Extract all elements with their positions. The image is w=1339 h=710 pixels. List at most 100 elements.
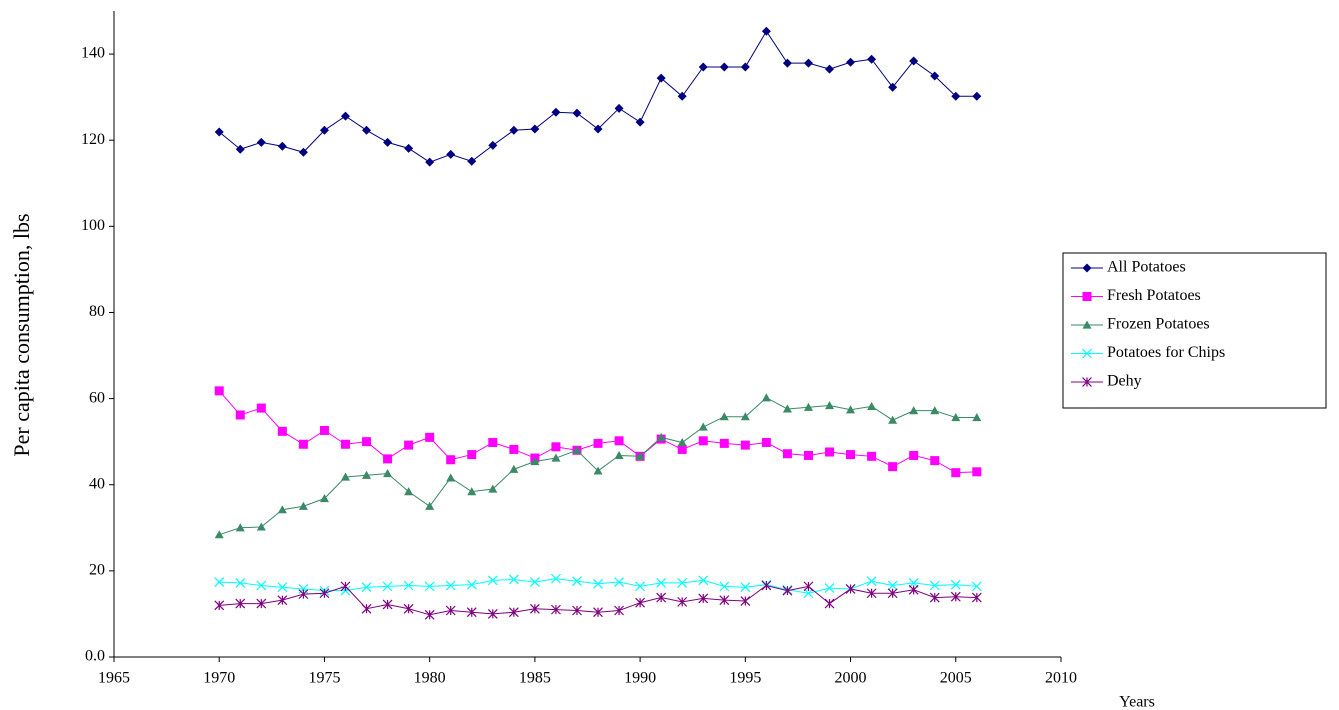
marker — [256, 137, 266, 147]
marker — [803, 402, 813, 411]
marker — [361, 603, 372, 614]
marker — [887, 588, 898, 599]
marker — [466, 579, 477, 590]
marker — [929, 580, 940, 591]
marker — [404, 487, 414, 496]
marker — [256, 580, 267, 591]
marker — [635, 451, 645, 460]
marker — [235, 144, 245, 154]
legend-label: All Potatoes — [1107, 259, 1186, 276]
marker — [972, 91, 982, 101]
marker — [298, 147, 308, 157]
marker — [551, 442, 561, 452]
marker — [467, 156, 477, 166]
legend-box — [1062, 252, 1327, 409]
legend-label: Potatoes for Chips — [1107, 344, 1225, 361]
marker — [340, 472, 350, 481]
marker — [551, 107, 561, 117]
marker — [656, 432, 666, 441]
marker — [319, 494, 329, 503]
marker — [319, 588, 330, 599]
marker — [319, 125, 329, 135]
marker — [782, 58, 792, 68]
x-tick-label: 1975 — [308, 670, 340, 687]
marker — [425, 157, 435, 167]
marker — [761, 438, 771, 448]
marker — [424, 581, 435, 592]
marker — [551, 573, 561, 584]
marker — [698, 593, 709, 604]
marker — [614, 450, 624, 460]
marker — [488, 140, 498, 150]
series-line — [218, 30, 977, 163]
marker — [509, 444, 519, 454]
marker — [614, 605, 624, 616]
y-tick-label: 80 — [89, 303, 105, 320]
marker — [298, 501, 308, 510]
marker — [951, 468, 961, 478]
marker — [404, 440, 414, 450]
marker — [846, 405, 856, 414]
marker — [235, 578, 246, 588]
marker — [298, 589, 309, 600]
legend-label: Fresh Potatoes — [1107, 287, 1201, 304]
marker — [719, 581, 730, 592]
y-tick-label: 140 — [81, 45, 105, 62]
marker — [382, 581, 393, 592]
marker — [256, 522, 266, 531]
marker — [214, 127, 224, 137]
marker — [971, 581, 982, 592]
marker — [382, 599, 393, 610]
marker — [908, 578, 919, 588]
marker — [404, 143, 414, 153]
marker — [719, 438, 729, 448]
legend-label: Frozen Potatoes — [1107, 316, 1210, 333]
x-tick-label: 2000 — [835, 670, 867, 687]
marker — [803, 58, 813, 68]
marker — [719, 412, 729, 421]
marker — [656, 73, 666, 83]
x-tick-label: 1990 — [624, 670, 656, 687]
marker — [614, 577, 624, 587]
marker — [677, 91, 687, 101]
x-tick-label: 1980 — [414, 670, 446, 687]
series-line — [218, 390, 977, 474]
marker — [677, 596, 688, 607]
marker — [930, 456, 940, 466]
marker — [467, 487, 477, 496]
marker — [214, 600, 225, 611]
marker — [888, 462, 898, 472]
marker — [972, 413, 982, 422]
marker — [867, 451, 877, 461]
marker — [803, 450, 813, 460]
legend: All Potatoes Fresh Potatoes Frozen Potatoe… — [1062, 252, 1327, 409]
marker — [298, 439, 308, 449]
marker — [614, 103, 624, 113]
marker — [277, 426, 287, 436]
marker — [530, 124, 540, 134]
marker — [214, 577, 225, 587]
marker — [909, 450, 919, 460]
marker — [572, 605, 582, 616]
marker — [677, 444, 687, 454]
marker — [698, 575, 709, 586]
marker — [951, 91, 961, 101]
marker — [383, 469, 393, 478]
y-tick-label: 40 — [89, 475, 105, 492]
marker — [761, 393, 771, 402]
marker — [719, 595, 730, 606]
legend-marker — [1082, 292, 1092, 301]
marker — [256, 403, 266, 413]
x-tick-label: 1995 — [729, 670, 761, 687]
marker — [825, 64, 835, 74]
marker — [635, 597, 646, 608]
legend-marker — [1082, 320, 1092, 329]
x-tick-label: 1985 — [519, 670, 551, 687]
y-tick-label: 20 — [89, 562, 105, 579]
marker — [467, 450, 477, 460]
marker — [593, 124, 603, 134]
marker — [256, 598, 267, 609]
marker — [761, 580, 772, 591]
legend-marker — [1082, 348, 1092, 359]
